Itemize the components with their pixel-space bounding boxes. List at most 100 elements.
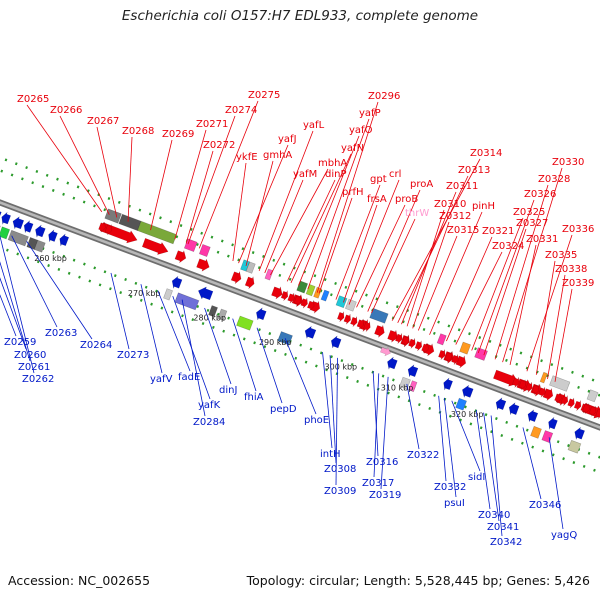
forward-gene-label: Z0335	[545, 250, 577, 261]
function-category-box	[217, 308, 228, 321]
forward-label-leader	[446, 236, 493, 342]
forward-gene-label: frsA	[367, 194, 387, 205]
reverse-gene-label: Z0273	[117, 350, 149, 361]
scale-tick-label: 290 kbp	[259, 338, 292, 347]
function-category-box	[586, 389, 599, 403]
reverse-gene-label: Z0259	[4, 337, 36, 348]
reverse-gene-label: sidI	[468, 472, 485, 483]
forward-gene-arrow	[244, 276, 255, 289]
forward-label-leader	[547, 274, 566, 380]
reverse-label-leader	[322, 352, 333, 449]
forward-label-leader	[535, 260, 556, 375]
reverse-gene-arrow	[12, 216, 25, 230]
forward-label-leader	[343, 204, 378, 303]
forward-label-leader	[429, 211, 483, 335]
reverse-gene-label: Z0317	[362, 478, 394, 489]
reverse-gene-arrow	[527, 408, 539, 423]
reverse-label-leader	[0, 234, 35, 374]
gc-content-dotted-line-upper	[0, 156, 600, 384]
forward-label-leader	[264, 179, 304, 274]
forward-gene-arrow	[455, 354, 467, 369]
forward-gene-arrow	[582, 403, 590, 414]
forward-label-leader	[471, 217, 524, 351]
forward-gene-label: Z0275	[248, 90, 280, 101]
reverse-gene-label: yagQ	[551, 530, 577, 541]
reverse-label-leader	[335, 357, 338, 486]
forward-gene-label: prfH	[342, 187, 364, 198]
gc-skew-dotted-line-lower	[0, 246, 600, 474]
forward-label-leader	[59, 115, 110, 215]
scale-tick-label: 300 kbp	[325, 363, 358, 372]
function-category-box	[541, 430, 554, 443]
forward-gene-arrow	[531, 384, 540, 396]
forward-gene-label: Z0269	[162, 129, 194, 140]
forward-label-leader	[455, 251, 503, 345]
forward-gene-arrow	[421, 343, 429, 354]
forward-gene-label: mbhA	[318, 158, 347, 169]
forward-gene-label: Z0338	[555, 264, 587, 275]
forward-gene-arrow	[387, 329, 398, 344]
function-category-box	[399, 376, 411, 390]
forward-gene-arrow	[525, 382, 533, 393]
reverse-gene-arrow	[330, 335, 342, 350]
forward-gene-label: yafO	[349, 125, 373, 136]
function-category-box	[183, 238, 198, 252]
reverse-gene-label: Z0262	[22, 374, 54, 385]
scale-tick-label: 270 kbp	[128, 289, 161, 298]
reverse-label-leader	[232, 318, 257, 392]
forward-gene-arrow	[287, 292, 295, 304]
forward-gene-label: Z0330	[552, 157, 584, 168]
forward-gene-arrow	[104, 224, 113, 235]
function-category-box	[296, 280, 309, 294]
forward-gene-arrow	[350, 316, 358, 327]
reverse-gene-label: yafK	[198, 400, 221, 411]
forward-gene-label: Z0267	[87, 116, 119, 127]
reverse-gene-label: Z0332	[434, 482, 466, 493]
forward-label-leader	[348, 179, 400, 305]
forward-gene-label: Z0321	[482, 226, 514, 237]
reverse-gene-label: Z0316	[366, 457, 398, 468]
forward-gene-arrow	[567, 397, 575, 409]
reverse-label-leader	[110, 272, 130, 350]
reverse-gene-label: Z0284	[193, 417, 225, 428]
forward-gene-label: proA	[410, 179, 433, 190]
function-category-box	[208, 305, 218, 318]
reverse-gene-arrow	[495, 396, 507, 411]
forward-gene-arrow	[414, 340, 423, 352]
reverse-gene-arrow	[59, 233, 70, 247]
forward-label-leader	[526, 234, 573, 372]
forward-label-leader	[371, 218, 416, 314]
reverse-label-leader	[373, 373, 380, 478]
function-category-box	[118, 213, 142, 231]
function-category-box	[264, 268, 274, 281]
function-category-box	[174, 292, 200, 311]
forward-gene-arrow	[356, 318, 365, 330]
forward-label-leader	[286, 179, 336, 282]
reverse-gene-arrow	[256, 307, 267, 321]
function-category-box	[459, 341, 471, 355]
forward-gene-label: Z0271	[196, 119, 228, 130]
forward-gene-arrow	[98, 221, 106, 233]
forward-gene-arrow	[336, 311, 345, 323]
forward-label-leader	[127, 136, 133, 222]
forward-gene-arrow	[306, 300, 315, 311]
forward-label-leader	[494, 184, 549, 360]
scale-tick-label: 310 kbp	[381, 384, 414, 393]
function-category-box	[33, 239, 46, 253]
forward-label-leader	[412, 221, 450, 329]
forward-gene-label: Z0311	[446, 181, 478, 192]
forward-gene-arrow	[300, 297, 308, 309]
forward-gene-label: Z0328	[538, 174, 570, 185]
forward-label-leader	[367, 189, 421, 312]
forward-gene-arrow	[174, 249, 187, 264]
forward-label-leader	[238, 144, 289, 264]
forward-gene-label: Z0274	[225, 105, 257, 116]
forward-gene-label: yafL	[303, 120, 325, 131]
forward-label-leader	[187, 115, 236, 245]
reverse-gene-arrow	[574, 426, 586, 441]
forward-gene-arrow	[595, 408, 600, 419]
function-category-box	[198, 244, 211, 257]
forward-gene-label: pinH	[472, 201, 495, 212]
forward-gene-arrow	[394, 333, 403, 344]
reverse-gene-label: fhiA	[244, 392, 264, 403]
